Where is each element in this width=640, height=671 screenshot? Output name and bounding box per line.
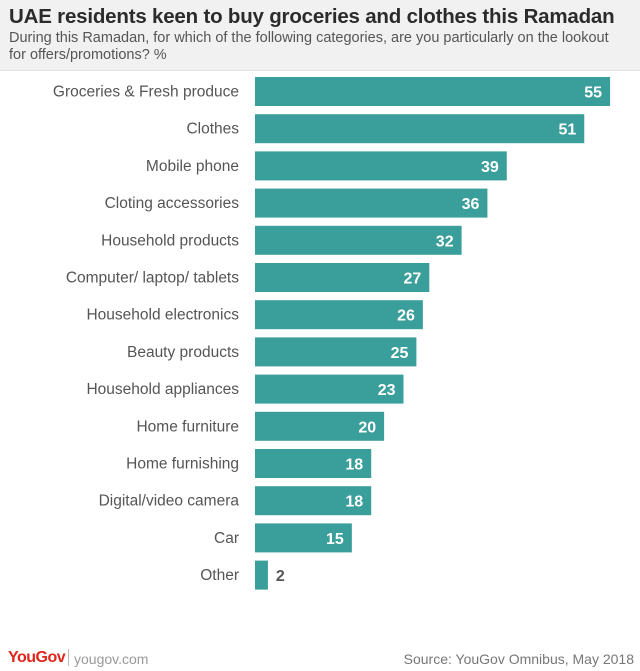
value-label: 23 bbox=[378, 382, 396, 399]
bar bbox=[255, 77, 611, 106]
category-label: Clothes bbox=[186, 121, 239, 138]
category-label: Beauty products bbox=[127, 344, 239, 361]
bar bbox=[255, 300, 423, 330]
bar bbox=[255, 263, 430, 292]
chart-header: UAE residents keen to buy groceries and … bbox=[0, 0, 640, 71]
category-label: Home furnishing bbox=[126, 456, 239, 473]
bar bbox=[255, 449, 372, 478]
value-label: 15 bbox=[326, 531, 344, 548]
value-label: 20 bbox=[358, 419, 376, 436]
category-label: Household electronics bbox=[86, 307, 239, 324]
bar bbox=[255, 486, 372, 516]
category-label: Household products bbox=[101, 232, 239, 249]
bar bbox=[255, 114, 585, 144]
value-label: 55 bbox=[584, 85, 602, 102]
website-link[interactable]: yougov.com bbox=[74, 651, 149, 667]
bar bbox=[255, 411, 385, 441]
bar bbox=[255, 523, 352, 553]
value-label: 39 bbox=[481, 159, 499, 176]
value-label: 25 bbox=[391, 345, 409, 362]
value-label: 18 bbox=[345, 494, 363, 511]
category-label: Car bbox=[214, 530, 239, 547]
bar bbox=[255, 151, 507, 181]
footer: YouGov yougov.com Source: YouGov Omnibus… bbox=[0, 640, 640, 671]
bar bbox=[255, 560, 268, 590]
bar bbox=[255, 225, 462, 255]
value-label: 27 bbox=[404, 271, 422, 288]
value-label: 32 bbox=[436, 233, 454, 250]
value-label: 26 bbox=[397, 308, 415, 325]
value-label: 36 bbox=[462, 196, 480, 213]
logo-divider bbox=[68, 649, 69, 666]
category-label: Groceries & Fresh produce bbox=[53, 84, 239, 101]
value-label: 51 bbox=[558, 122, 576, 139]
category-label: Household appliances bbox=[86, 381, 239, 398]
value-label: 2 bbox=[276, 568, 285, 585]
category-label: Computer/ laptop/ tablets bbox=[66, 270, 239, 287]
chart-title: UAE residents keen to buy groceries and … bbox=[9, 5, 615, 28]
source-note: Source: YouGov Omnibus, May 2018 bbox=[403, 651, 634, 667]
category-label: Home furniture bbox=[136, 418, 239, 435]
yougov-logo[interactable]: YouGov bbox=[8, 649, 66, 666]
bar bbox=[255, 188, 488, 218]
bar bbox=[255, 337, 417, 367]
bar-chart: Groceries & Fresh produce 55 Clothes 51 Mobi… bbox=[53, 77, 611, 590]
chart-subtitle: During this Ramadan, for which of the fo… bbox=[9, 30, 609, 63]
value-label: 18 bbox=[345, 457, 363, 474]
category-label: Other bbox=[200, 567, 239, 584]
category-label: Digital/video camera bbox=[99, 493, 240, 510]
bar bbox=[255, 374, 404, 404]
category-label: Cloting accessories bbox=[105, 195, 240, 212]
category-label: Mobile phone bbox=[146, 158, 239, 175]
